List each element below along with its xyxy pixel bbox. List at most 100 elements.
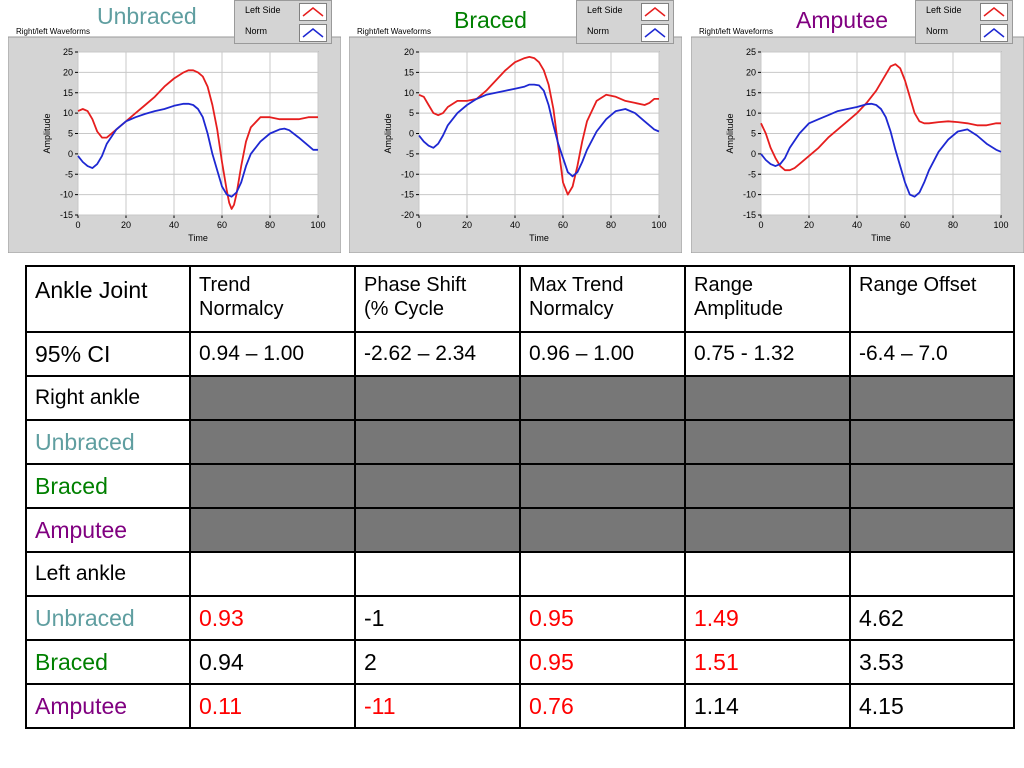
row-label: Braced (25, 463, 191, 509)
row-label: Right ankle (25, 375, 191, 421)
y-tick-label: 20 (404, 47, 414, 57)
x-tick-label: 80 (948, 220, 958, 230)
ankle-joint-table: Ankle Joint Trend Normalcy Phase Shift (% … (25, 265, 1015, 729)
table-cell: 4.15 (849, 683, 1015, 729)
table-cell (684, 419, 851, 465)
table-body: Right ankle Unbraced Braced Amputee Left ank… (25, 375, 1015, 729)
chart-title: Braced (454, 7, 527, 33)
series-line-norm (760, 102, 1002, 198)
x-tick-label: 60 (558, 220, 568, 230)
table-row: Unbraced 0.93 -1 0.95 1.49 4.62 (25, 595, 1015, 641)
y-tick-label: -15 (401, 190, 414, 200)
y-tick-label: 25 (746, 47, 756, 57)
chart-braced: 0 20 40 60 80 100 -20 -15 -10 -5 0 5 10 15 20 Time Ampli… (349, 36, 682, 253)
y-tick-label: 20 (63, 67, 73, 77)
table-cell (354, 463, 521, 509)
table-cell (849, 419, 1015, 465)
y-tick-label: -10 (743, 190, 756, 200)
x-tick-label: 80 (265, 220, 275, 230)
row-label: Unbraced (25, 595, 191, 641)
series-line-left-side (77, 69, 318, 210)
legend: Left Side Norm (234, 0, 332, 44)
table-row: Left ankle (25, 551, 1015, 597)
table-cell (354, 419, 521, 465)
series-line-norm (77, 102, 318, 198)
y-axis-label: Amplitude (383, 113, 393, 153)
chart-unbraced: 0 20 40 60 80 100 -15 -10 -5 0 5 10 15 20 25 Time Amplit… (8, 36, 341, 253)
table-cell: 3.53 (849, 639, 1015, 685)
legend: Left Side Norm (915, 0, 1013, 44)
table-cell: 0.94 – 1.00 (189, 331, 356, 377)
y-tick-label: 5 (409, 108, 414, 118)
table-cell (354, 507, 521, 553)
table-row: Braced (25, 463, 1015, 509)
y-tick-label: -5 (748, 169, 756, 179)
y-tick-label: 10 (404, 88, 414, 98)
y-tick-label: 0 (68, 149, 73, 159)
col-header-max-trend: Max Trend Normalcy (519, 265, 686, 333)
y-axis-label: Amplitude (42, 113, 52, 153)
table-cell (189, 463, 356, 509)
table-cell: -11 (354, 683, 521, 729)
series-line-left-side (760, 63, 1001, 172)
y-tick-label: -10 (401, 169, 414, 179)
table-corner-header: Ankle Joint (25, 265, 191, 333)
legend-left-side: Left Side (245, 5, 281, 15)
legend-left-side: Left Side (587, 5, 623, 15)
x-tick-label: 80 (606, 220, 616, 230)
table-row-ci: 95% CI 0.94 – 1.00 -2.62 – 2.34 0.96 – 1… (25, 331, 1015, 377)
legend: Left Side Norm (576, 0, 674, 44)
table-cell (684, 507, 851, 553)
table-cell (684, 375, 851, 421)
x-tick-label: 40 (510, 220, 520, 230)
row-label: Amputee (25, 507, 191, 553)
table-cell (849, 463, 1015, 509)
x-tick-label: 60 (217, 220, 227, 230)
waveforms-label: Right/left Waveforms (357, 27, 431, 36)
col-header-trend-normalcy: Trend Normalcy (189, 265, 356, 333)
table-row: Right ankle (25, 375, 1015, 421)
table-cell: 0.95 (519, 639, 686, 685)
y-tick-label: 20 (746, 67, 756, 77)
table-cell: 1.51 (684, 639, 851, 685)
red-line-icon (299, 3, 327, 21)
chart-title: Amputee (796, 7, 889, 33)
y-tick-label: -20 (401, 210, 414, 220)
table-cell (519, 507, 686, 553)
row-label: 95% CI (25, 331, 191, 377)
row-label: Amputee (25, 683, 191, 729)
x-tick-label: 100 (310, 220, 325, 230)
table-cell (519, 419, 686, 465)
table-cell: 0.11 (189, 683, 356, 729)
x-tick-label: 20 (121, 220, 131, 230)
y-tick-label: -5 (65, 169, 73, 179)
legend-left-side: Left Side (926, 5, 962, 15)
y-tick-label: 0 (751, 149, 756, 159)
table-cell (189, 507, 356, 553)
chart-title: Unbraced (97, 3, 197, 29)
red-line-icon (980, 3, 1008, 21)
x-tick-label: 20 (804, 220, 814, 230)
y-tick-label: 5 (751, 129, 756, 139)
table-cell: 4.62 (849, 595, 1015, 641)
table-cell (684, 551, 851, 597)
table-cell (849, 551, 1015, 597)
x-tick-label: 40 (852, 220, 862, 230)
blue-line-icon (641, 24, 669, 42)
x-tick-label: 0 (75, 220, 80, 230)
table-cell (849, 375, 1015, 421)
col-header-range-amplitude: Range Amplitude (684, 265, 851, 333)
table-cell: 0.96 – 1.00 (519, 331, 686, 377)
table-cell: 2 (354, 639, 521, 685)
legend-norm: Norm (587, 26, 609, 36)
table-cell: 1.14 (684, 683, 851, 729)
table-cell (519, 375, 686, 421)
table-row: Unbraced (25, 419, 1015, 465)
row-label: Braced (25, 639, 191, 685)
table-cell (354, 551, 521, 597)
table-cell (849, 507, 1015, 553)
y-tick-label: 25 (63, 47, 73, 57)
y-tick-label: 15 (63, 88, 73, 98)
table-row: Amputee (25, 507, 1015, 553)
y-tick-label: -15 (60, 210, 73, 220)
